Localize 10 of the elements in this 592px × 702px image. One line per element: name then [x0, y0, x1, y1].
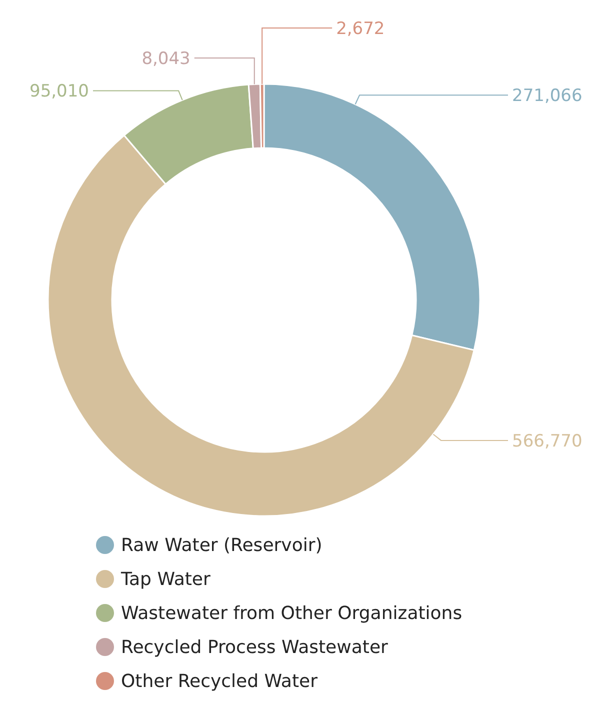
data-label: 271,066: [512, 86, 582, 106]
legend-label: Recycled Process Wastewater: [121, 636, 388, 658]
data-label: 8,043: [142, 48, 190, 69]
legend-label: Other Recycled Water: [121, 670, 318, 692]
data-label: 566,770: [512, 431, 582, 452]
legend-label: Raw Water (Reservoir): [121, 534, 322, 556]
legend-label: Wastewater from Other Organizations: [121, 602, 462, 624]
data-label: 2,672: [336, 18, 385, 39]
legend-label: Tap Water: [121, 568, 210, 590]
data-label: 95,010: [30, 82, 89, 102]
